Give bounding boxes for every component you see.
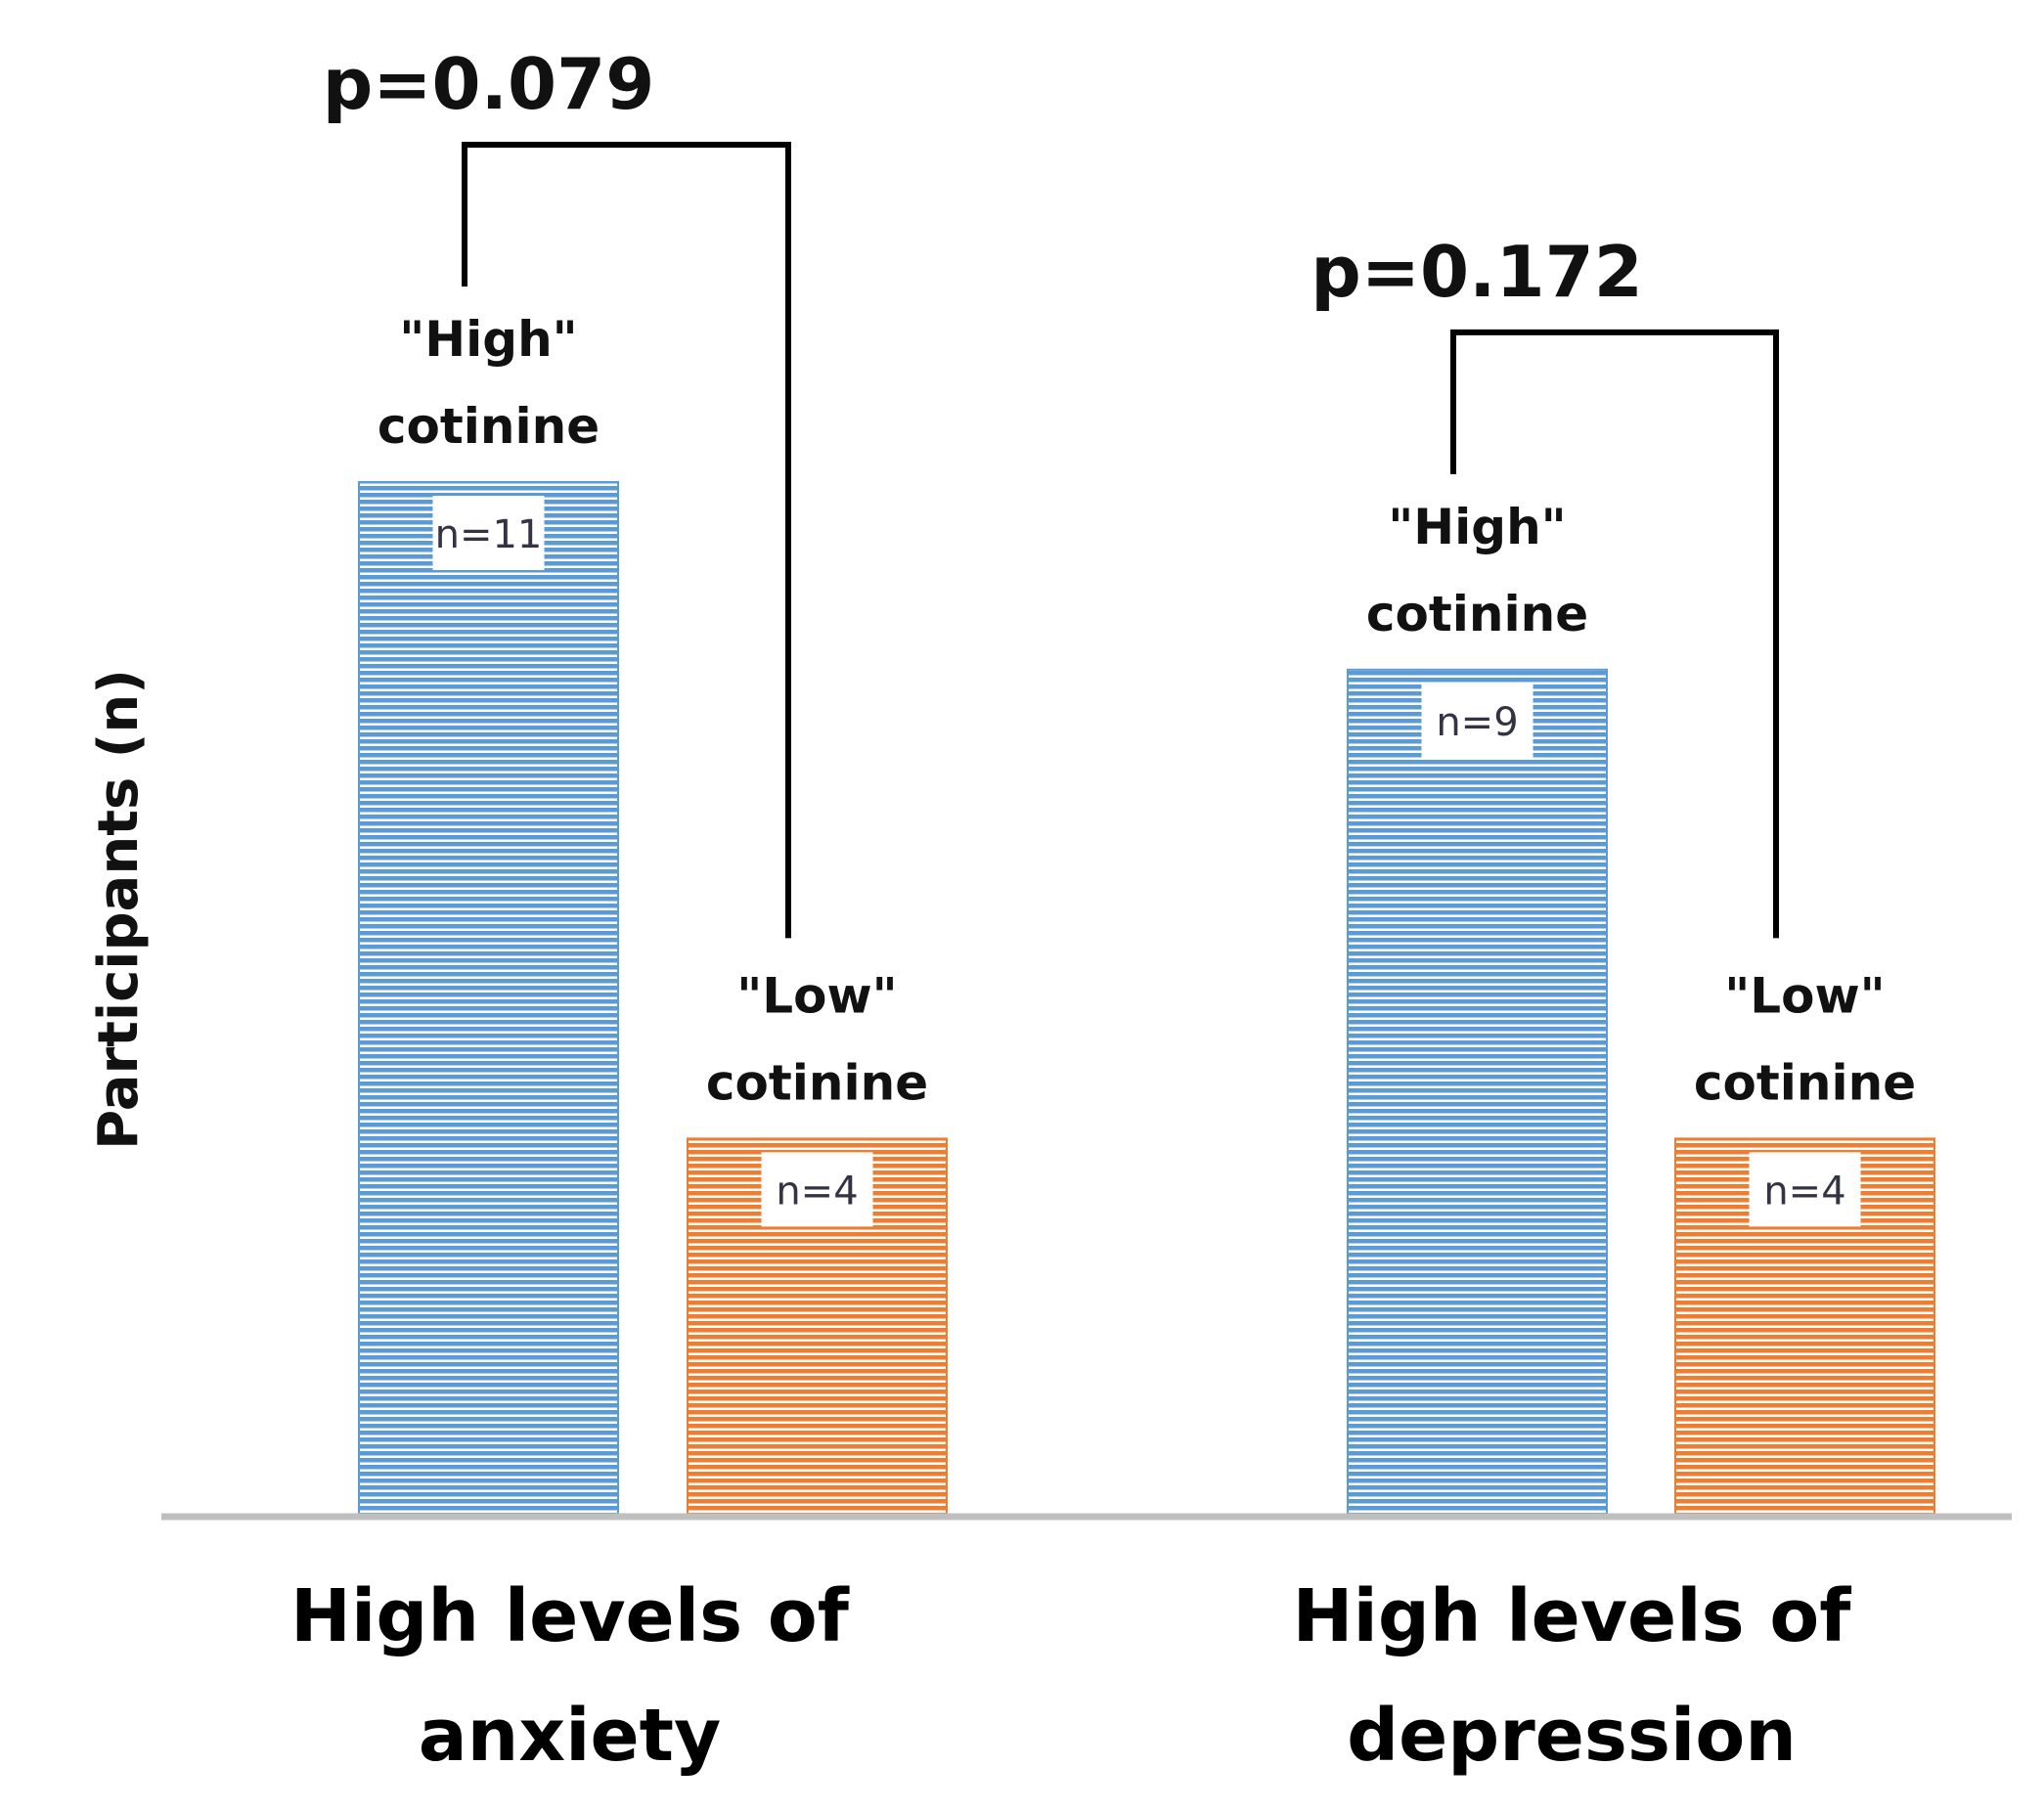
bar-high-0	[358, 481, 619, 1515]
bar-high-1	[1347, 668, 1608, 1515]
value-label-box	[1749, 1152, 1861, 1227]
value-label: n=9	[1436, 700, 1518, 745]
bar-name-line: cotinine	[378, 398, 600, 455]
value-label: n=11	[435, 512, 543, 557]
value-label: n=4	[1763, 1169, 1845, 1214]
p-value-label: p=0.079	[323, 43, 655, 125]
category-label-line: High levels of	[1293, 1574, 1852, 1658]
bar-name-line: "High"	[399, 311, 577, 368]
significance-bracket	[462, 142, 791, 939]
p-value-label: p=0.172	[1311, 231, 1643, 313]
category-label-line: High levels of	[290, 1574, 850, 1658]
value-label-box	[761, 1152, 873, 1227]
bar-name-line: cotinine	[706, 1054, 928, 1111]
value-label-box	[432, 496, 545, 570]
value-label: n=4	[776, 1169, 858, 1214]
y-axis-label: Participants (n)	[87, 669, 151, 1150]
category-label-line: anxiety	[419, 1694, 722, 1778]
bar-name-line: "Low"	[1724, 967, 1886, 1024]
bar-name-line: cotinine	[1366, 586, 1588, 642]
category-label-line: depression	[1347, 1694, 1797, 1778]
bar-name-line: cotinine	[1694, 1054, 1916, 1111]
significance-bracket	[1450, 329, 1779, 939]
bar-name-line: "High"	[1388, 499, 1566, 555]
bar-name-line: "Low"	[736, 967, 898, 1024]
value-label-box	[1421, 683, 1533, 758]
